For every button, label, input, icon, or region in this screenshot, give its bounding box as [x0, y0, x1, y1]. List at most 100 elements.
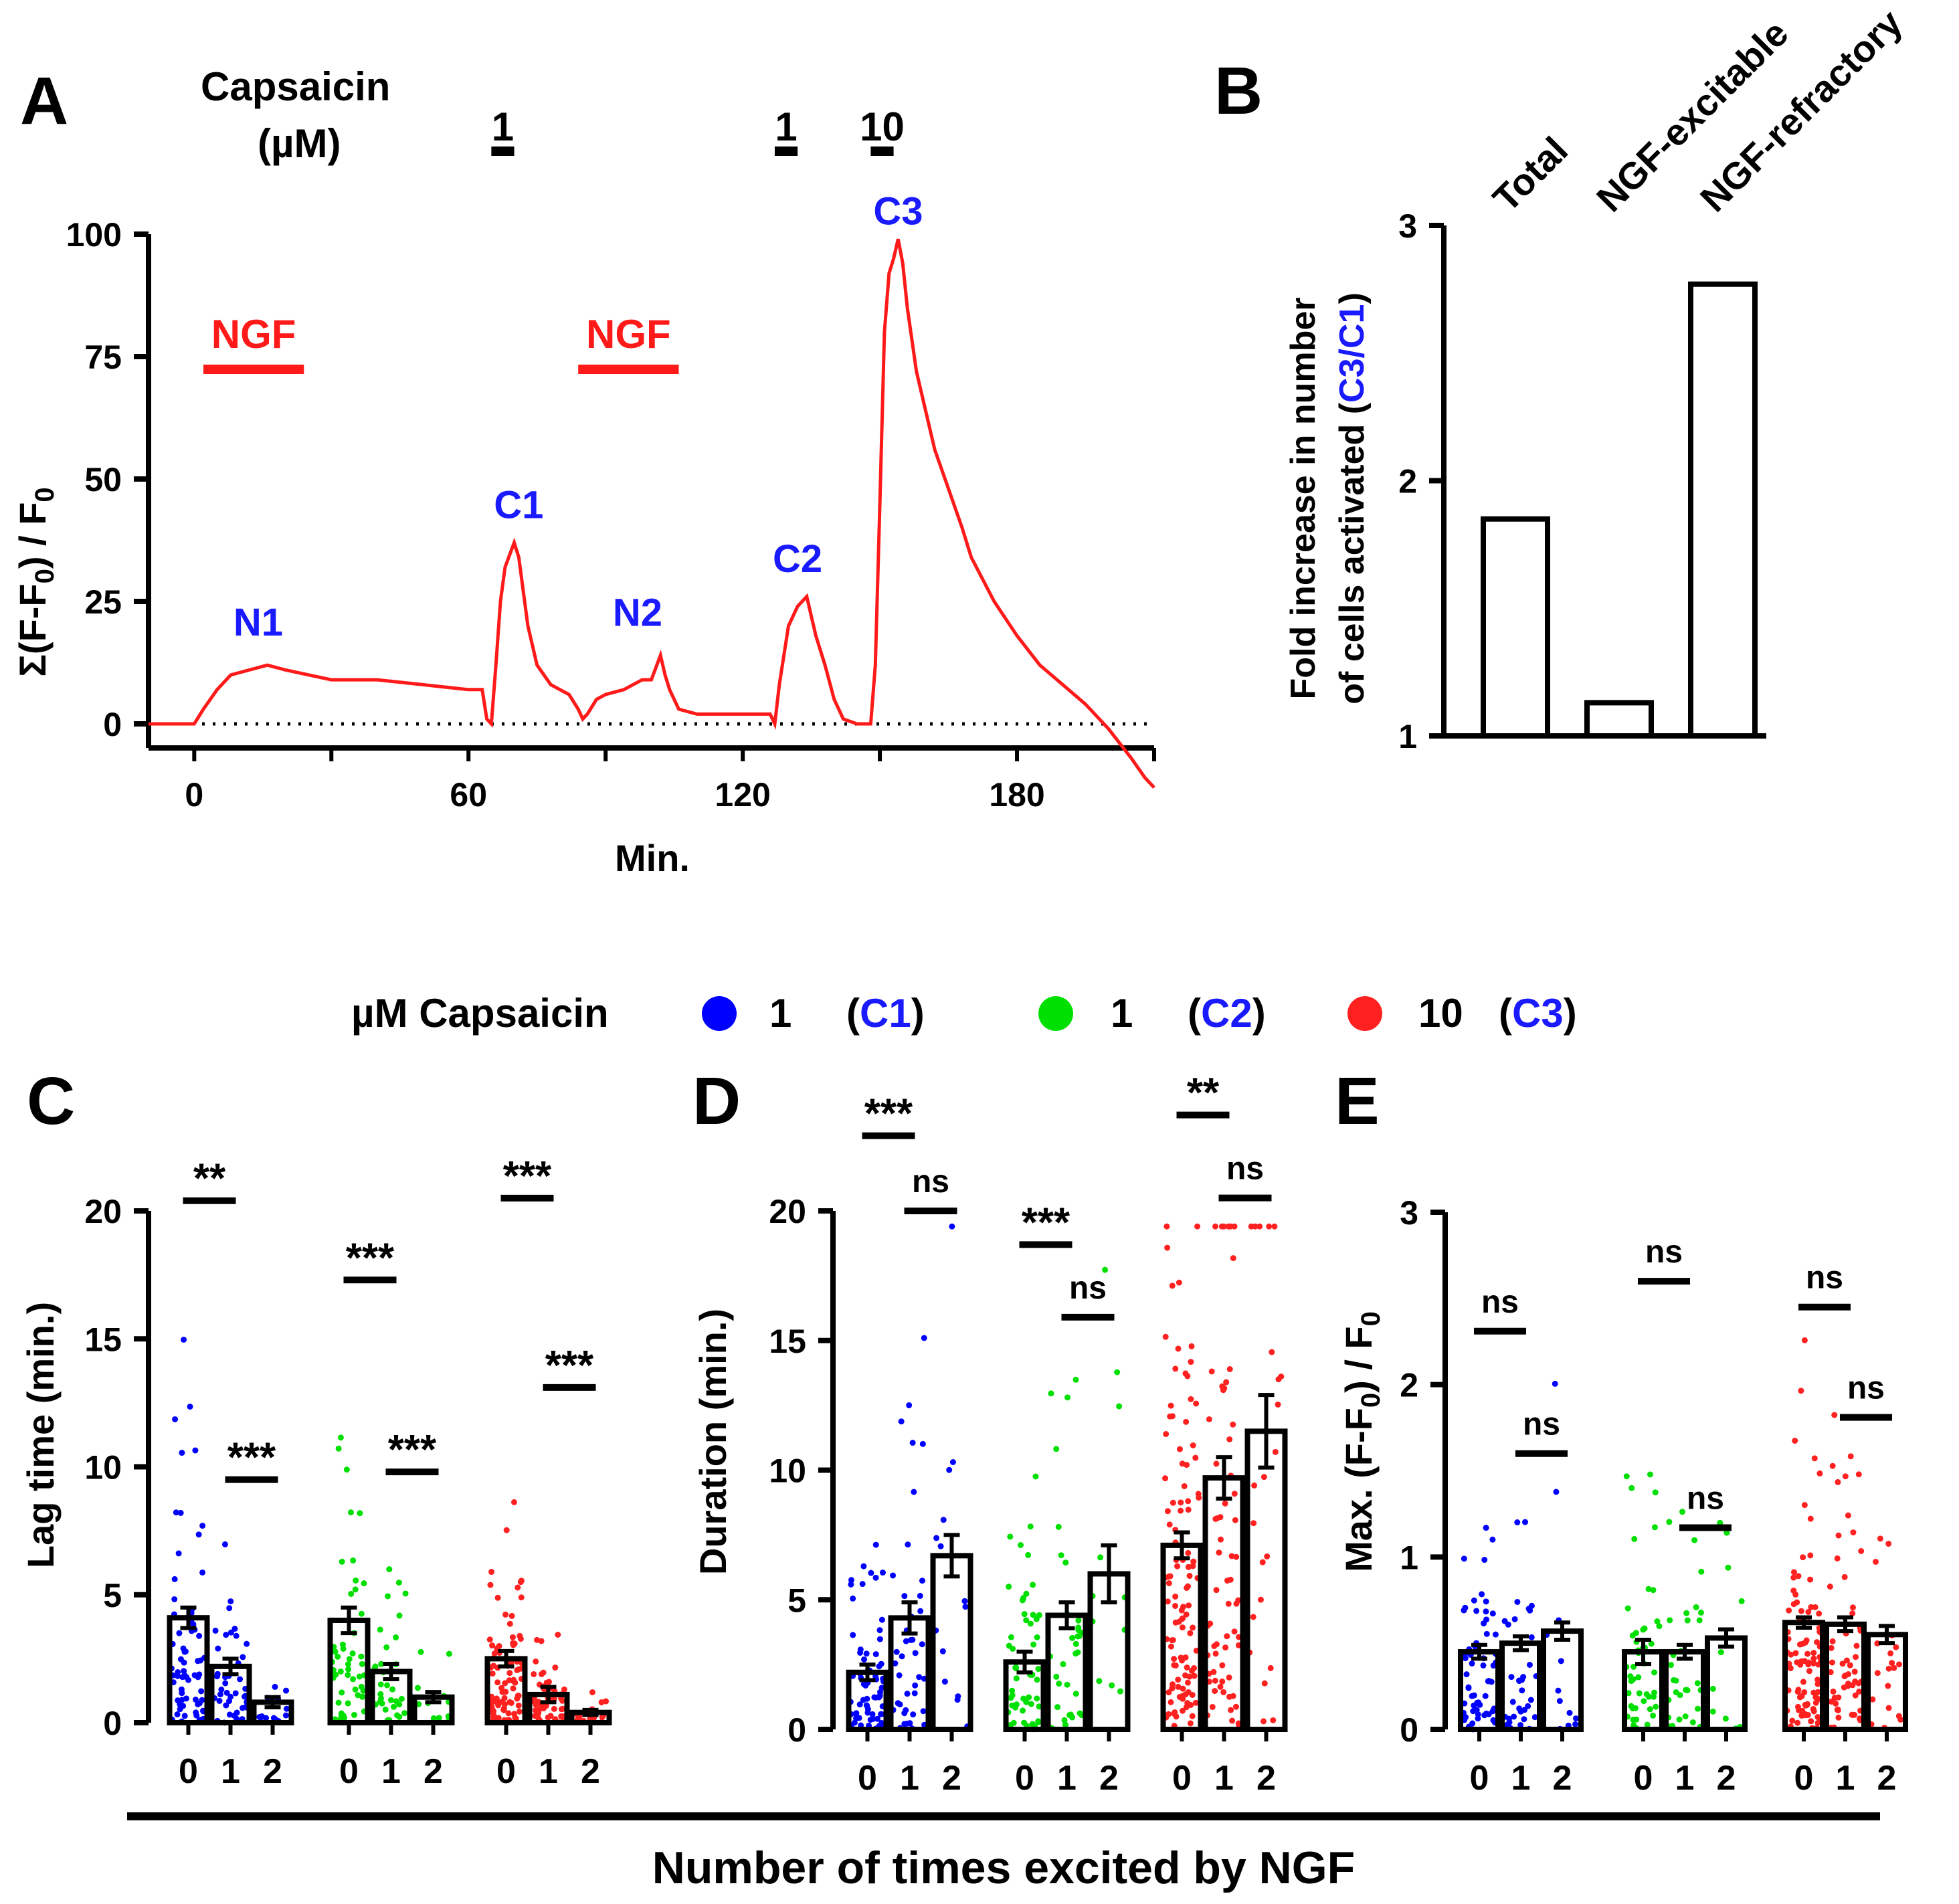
panel-c-data-point — [359, 1660, 365, 1667]
panel-letter-d: D — [692, 1064, 741, 1139]
peak-annotations: N1 C1 N2 C2 C3 — [234, 189, 923, 644]
panel-d-data-point — [1009, 1687, 1016, 1694]
legend-concentration: 1 — [769, 991, 791, 1036]
panel-c-data-point — [349, 1650, 356, 1657]
panel-e-x-tick-label: 2 — [1717, 1759, 1736, 1798]
panel-d-data-point — [1176, 1446, 1183, 1452]
panel-c-data-point — [192, 1696, 199, 1703]
panel-d-data-point — [1075, 1617, 1082, 1624]
panel-d-data-point — [1257, 1596, 1264, 1603]
panel-e-y-tick-label: 1 — [1400, 1539, 1418, 1576]
panel-c-data-point — [199, 1569, 206, 1576]
panel-d-data-point — [1250, 1520, 1257, 1527]
panel-d-data-point — [871, 1694, 878, 1701]
panel-d-data-point — [1097, 1554, 1104, 1561]
panel-d-data-point — [876, 1627, 883, 1634]
panel-e-data-point — [1630, 1676, 1637, 1683]
panel-e-data-point — [1527, 1697, 1534, 1703]
panel-c-data-point — [396, 1612, 403, 1619]
panel-e-data-point — [1829, 1638, 1836, 1644]
panel-d-data-point — [961, 1598, 968, 1604]
panel-c-data-point — [555, 1632, 561, 1638]
panel-c-data-point — [533, 1658, 539, 1664]
panel-c-data-point — [502, 1689, 509, 1695]
panel-d-data-point — [909, 1636, 916, 1643]
panel-d-significance-label: ns — [1069, 1270, 1107, 1306]
panel-d-data-point — [1270, 1717, 1277, 1723]
panel-d-data-point — [1048, 1390, 1054, 1397]
panel-e-data-point — [1461, 1607, 1467, 1614]
panel-d-data-point — [1225, 1600, 1232, 1607]
panel-d-data-point — [1034, 1634, 1040, 1640]
panel-b-y-tick-label: 2 — [1398, 463, 1417, 500]
panel-d-x-tick-label: 2 — [942, 1759, 961, 1798]
panel-c-data-point — [491, 1650, 498, 1656]
panel-c-x-tick-label: 2 — [581, 1752, 600, 1791]
panel-c-data-point — [216, 1697, 223, 1704]
panel-e-data-point — [1709, 1685, 1716, 1692]
panel-d-data-point — [901, 1593, 908, 1600]
panel-e-data-point — [1689, 1719, 1696, 1725]
panel-b-bar — [1481, 516, 1550, 739]
panel-d-data-point — [1017, 1542, 1024, 1549]
panel-d-data-point — [919, 1578, 925, 1584]
panel-d-data-point — [1179, 1624, 1186, 1631]
panel-d-data-point — [1023, 1590, 1030, 1597]
panel-d-data-point — [1226, 1366, 1233, 1373]
panel-e-data-point — [1506, 1715, 1513, 1722]
panel-c-data-point — [192, 1447, 199, 1454]
panel-c-data-point — [515, 1702, 522, 1709]
panel-e-data-point — [1855, 1680, 1862, 1687]
panel-e-data-point — [1683, 1687, 1689, 1693]
panel-d-data-point — [939, 1648, 946, 1654]
panel-e-data-point — [1519, 1687, 1525, 1694]
panel-e-data-point — [1490, 1662, 1497, 1669]
panel-d-data-point — [1186, 1673, 1193, 1680]
panel-e-data-point — [1471, 1597, 1477, 1604]
panel-c-data-point — [176, 1630, 183, 1636]
panel-e-data-point — [1647, 1471, 1653, 1478]
panel-c-data-point — [244, 1640, 250, 1647]
panel-c-ylabel: Lag time (min.) — [19, 1302, 62, 1568]
panel-d-data-point — [1184, 1373, 1191, 1379]
panel-c-data-point — [396, 1701, 403, 1708]
panel-d-data-point — [1216, 1549, 1222, 1556]
panel-d-data-point — [864, 1703, 870, 1709]
panel-e-data-point — [1694, 1680, 1701, 1687]
panel-d-data-point — [1009, 1702, 1016, 1709]
panel-c-data-point — [223, 1702, 229, 1709]
panel-c-data-point — [350, 1676, 357, 1683]
panel-d-data-point — [1013, 1675, 1020, 1682]
panel-d-data-point — [1213, 1460, 1220, 1467]
panel-a-xlabel: Min. — [615, 837, 690, 879]
panel-d-x-tick-label: 2 — [1256, 1759, 1276, 1798]
panel-d-data-point — [1114, 1369, 1121, 1375]
panel-e-data-point — [1887, 1650, 1894, 1656]
panel-e-data-point — [1521, 1707, 1528, 1713]
panel-c-x-tick-label: 1 — [221, 1752, 240, 1791]
panel-e-data-point — [1630, 1722, 1637, 1729]
panel-e-data-point — [1808, 1718, 1814, 1725]
panel-d-data-point — [1165, 1580, 1172, 1587]
panel-d-data-point — [919, 1440, 926, 1447]
panel-c-data-point — [345, 1672, 351, 1679]
panel-b-ylabel-prefix: of cells activated ( — [1333, 402, 1372, 704]
panel-e-data-point — [1834, 1707, 1841, 1713]
panel-d-data-point — [1170, 1681, 1176, 1688]
panel-c-data-point — [518, 1594, 525, 1601]
panel-c-data-point — [355, 1692, 361, 1699]
panel-e-data-point — [1874, 1670, 1881, 1677]
panel-d-x-tick-label: 1 — [1214, 1759, 1234, 1798]
panel-e-data-point — [1841, 1684, 1847, 1691]
panel-e-data-point — [1807, 1576, 1814, 1583]
legend-condition: (C1) — [846, 991, 925, 1036]
panel-e-data-point — [1869, 1696, 1876, 1703]
panel-c-data-point — [256, 1713, 263, 1720]
panel-c-data-point — [345, 1661, 351, 1668]
panel-d-data-point — [1036, 1703, 1042, 1710]
panel-c-data-point — [179, 1697, 185, 1703]
panel-c-data-point — [489, 1642, 496, 1649]
panel-c-data-point — [589, 1689, 595, 1696]
panel-e-y-tick-label: 3 — [1400, 1194, 1418, 1232]
